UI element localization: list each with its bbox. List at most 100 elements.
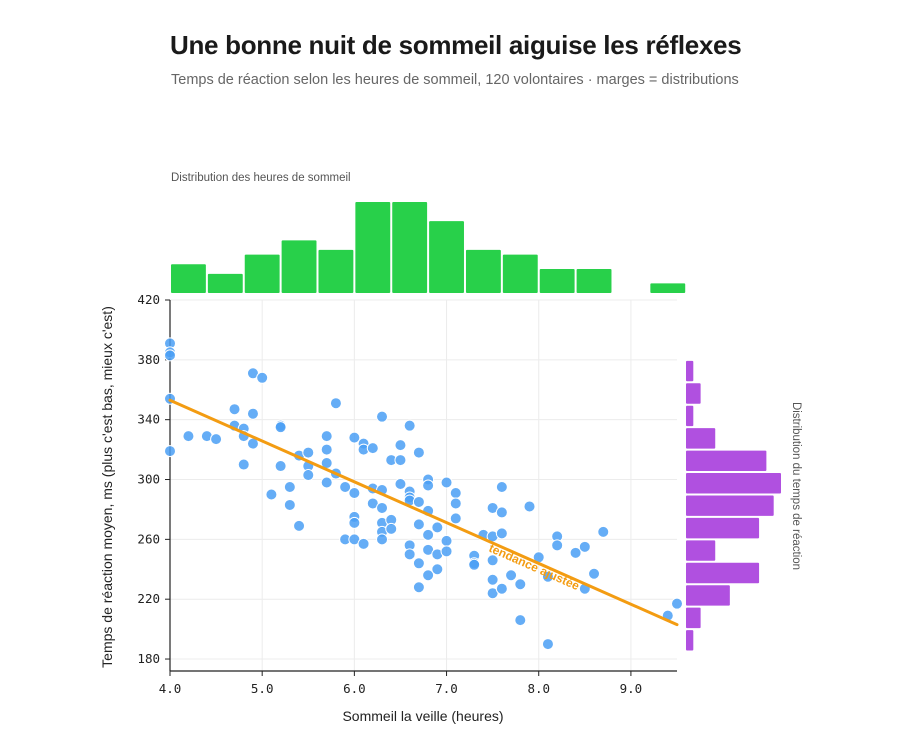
- scatter-points: [164, 337, 683, 651]
- top-histogram: [171, 202, 686, 293]
- data-point: [366, 442, 379, 455]
- data-point: [403, 419, 416, 432]
- data-point: [440, 476, 453, 489]
- data-point: [182, 430, 195, 443]
- right-histogram-bar: [686, 540, 716, 561]
- x-tick-label: 4.0: [159, 681, 182, 696]
- right-histogram-bar: [686, 428, 716, 449]
- data-point: [569, 546, 582, 559]
- data-point: [348, 431, 361, 444]
- data-point: [265, 488, 278, 501]
- data-point: [671, 597, 683, 610]
- data-point: [514, 578, 527, 591]
- data-point: [541, 570, 554, 583]
- data-point: [256, 371, 269, 384]
- data-point: [440, 545, 453, 558]
- data-point: [541, 638, 554, 651]
- data-point: [164, 349, 176, 362]
- data-point: [385, 522, 398, 535]
- top-histogram-bar: [244, 254, 280, 293]
- y-tick-label: 260: [137, 531, 160, 546]
- y-tick-label: 220: [137, 591, 160, 606]
- data-point: [320, 476, 333, 489]
- data-point: [431, 563, 444, 576]
- top-histogram-bar: [318, 249, 354, 293]
- data-point: [412, 581, 425, 594]
- right-histogram-bar: [686, 473, 781, 494]
- x-tick-label: 8.0: [527, 681, 550, 696]
- data-point: [440, 534, 453, 547]
- data-point: [376, 410, 389, 423]
- data-point: [302, 446, 315, 459]
- data-point: [246, 407, 259, 420]
- data-point: [339, 480, 352, 493]
- right-histogram-bar: [686, 495, 774, 516]
- right-histogram-bar: [686, 607, 701, 629]
- right-histogram-bar: [686, 405, 694, 427]
- right-histogram-bar: [686, 360, 694, 382]
- data-point: [588, 567, 601, 580]
- x-tick-label: 6.0: [343, 681, 366, 696]
- data-point: [495, 506, 508, 519]
- top-histogram-bar: [502, 254, 538, 293]
- data-point: [449, 497, 462, 510]
- data-point: [274, 421, 287, 434]
- data-point: [412, 446, 425, 459]
- data-point: [394, 478, 407, 491]
- top-histogram-bar: [281, 240, 317, 293]
- data-point: [431, 521, 444, 534]
- y-tick-label: 380: [137, 352, 160, 367]
- data-point: [210, 433, 223, 446]
- data-point: [320, 443, 333, 456]
- axes: 4.0 5.0 6.0 7.0 8.0 9.0 180 220 260 300 340 380 420: [137, 292, 677, 696]
- data-point: [302, 469, 315, 482]
- right-histogram-bar: [686, 383, 701, 404]
- data-point: [237, 458, 250, 471]
- data-point: [412, 518, 425, 531]
- right-histogram-bar: [686, 517, 760, 539]
- data-point: [164, 445, 176, 458]
- data-point: [551, 539, 564, 552]
- top-histogram-bar: [392, 202, 428, 293]
- data-point: [348, 516, 361, 529]
- data-point: [597, 525, 610, 538]
- data-point: [486, 573, 499, 586]
- x-tick-label: 5.0: [251, 681, 274, 696]
- top-histogram-bar: [465, 249, 501, 293]
- x-tick-label: 7.0: [435, 681, 458, 696]
- data-point: [283, 498, 296, 511]
- data-point: [505, 569, 518, 582]
- data-point: [495, 480, 508, 493]
- right-histogram-bar: [686, 585, 730, 606]
- top-histogram-bar: [539, 269, 575, 293]
- data-point: [449, 486, 462, 499]
- data-point: [348, 486, 361, 499]
- top-histogram-bar: [207, 273, 243, 293]
- data-point: [329, 397, 342, 410]
- data-point: [449, 512, 462, 525]
- right-histogram: [686, 360, 781, 651]
- data-point: [468, 558, 481, 571]
- data-point: [376, 501, 389, 514]
- data-point: [320, 430, 333, 443]
- data-point: [394, 454, 407, 467]
- data-point: [578, 540, 591, 553]
- data-point: [403, 548, 416, 561]
- x-tick-label: 9.0: [620, 681, 643, 696]
- data-point: [422, 528, 435, 541]
- data-point: [422, 479, 435, 492]
- data-point: [486, 554, 499, 567]
- right-histogram-bar: [686, 630, 694, 651]
- x-axis-title: Sommeil la veille (heures): [342, 708, 503, 724]
- data-point: [514, 614, 527, 627]
- right-histogram-label: Distribution du temps de réaction: [790, 402, 802, 570]
- data-point: [495, 582, 508, 595]
- y-axis-title: Temps de réaction moyen, ms (plus c'est …: [99, 306, 115, 668]
- data-point: [357, 537, 370, 550]
- axis-labels: Sommeil la veille (heures) Temps de réac…: [99, 172, 802, 724]
- data-point: [274, 460, 287, 473]
- data-point: [376, 533, 389, 546]
- y-tick-label: 300: [137, 472, 160, 487]
- data-point: [412, 495, 425, 508]
